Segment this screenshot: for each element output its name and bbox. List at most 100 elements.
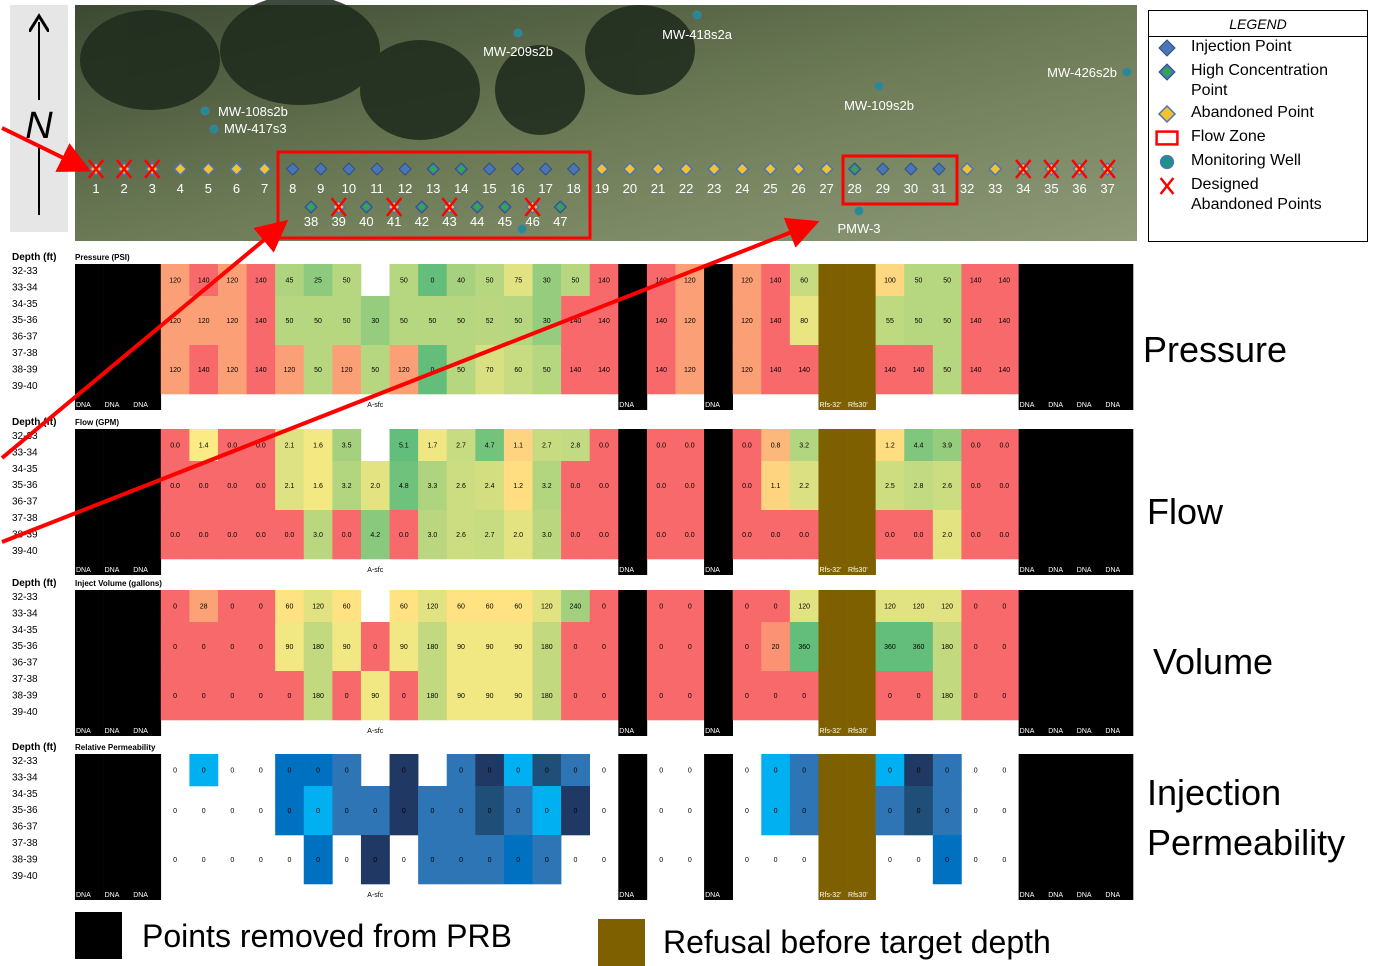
cell-value: 60 (400, 604, 408, 611)
cell-value: 120 (169, 278, 181, 285)
cell-value: 0 (974, 768, 978, 775)
depth-label: 34-35 (12, 464, 38, 475)
column-fill (704, 429, 733, 575)
point-label: 26 (791, 181, 805, 196)
depth-label: 38-39 (12, 690, 38, 701)
cell-value: 25 (314, 278, 322, 285)
cell-value: 2.0 (370, 483, 380, 490)
cell-value: 0 (430, 808, 434, 815)
well-label: PMW-3 (837, 221, 880, 236)
point-label: 40 (359, 214, 373, 229)
cell-value: 0 (316, 857, 320, 864)
point-label: 17 (538, 181, 552, 196)
cell-value: 0 (173, 857, 177, 864)
legend-label: Monitoring Well (1191, 151, 1341, 171)
column-note: Rfs-32' (819, 728, 841, 735)
cell-value: 75 (514, 278, 522, 285)
legend-item: Monitoring Well (1149, 151, 1367, 175)
monitoring-well (1123, 68, 1131, 76)
cell-value: 0.0 (656, 532, 666, 539)
point-label: 37 (1100, 181, 1114, 196)
cell-value: 90 (457, 644, 465, 651)
column-note: DNA (1020, 892, 1035, 899)
cell-value: 90 (514, 644, 522, 651)
cell-value: 60 (514, 367, 522, 374)
depth-label: 38-39 (12, 854, 38, 865)
column-note: Rfs30' (848, 728, 868, 735)
well-label: MW-426s2b (1047, 65, 1117, 80)
cell-value: 0 (345, 857, 349, 864)
cell-value: 50 (457, 318, 465, 325)
panel-side-label: Flow (1147, 487, 1377, 537)
well-marker (1161, 156, 1174, 169)
column-note: DNA (619, 728, 634, 735)
cell-value: 1.2 (885, 443, 895, 450)
cell-value: 0 (602, 768, 606, 775)
cell-value: 0 (259, 768, 263, 775)
cell-value: 140 (970, 318, 982, 325)
depth-label: 39-40 (12, 707, 38, 718)
legend-symbol (1155, 37, 1179, 59)
cell-value: 120 (798, 604, 810, 611)
cell-value: 0 (659, 604, 663, 611)
column-fill (1047, 590, 1076, 736)
cell-value: 20 (772, 644, 780, 651)
cell-value: 0 (173, 808, 177, 815)
cell-value: 120 (684, 367, 696, 374)
cell-value: 80 (800, 318, 808, 325)
cell-value: 140 (655, 318, 667, 325)
cell-value: 3.9 (942, 443, 952, 450)
column-note: Rfs-32' (819, 402, 841, 409)
cell-value: 0.0 (571, 532, 581, 539)
cell-value: 4.4 (914, 443, 924, 450)
depth-label: 32-33 (12, 756, 38, 767)
cell-value: 140 (198, 367, 210, 374)
monitoring-well (210, 125, 218, 133)
cell-value: 60 (286, 604, 294, 611)
cell-value: 0.0 (656, 443, 666, 450)
point-label: 35 (1044, 181, 1058, 196)
cell-value: 90 (400, 644, 408, 651)
column-note: DNA (76, 402, 91, 409)
key-label: Refusal before target depth (663, 924, 1051, 961)
legend-label: High Concentration Point (1191, 61, 1341, 101)
cell-value: 0 (974, 693, 978, 700)
column-fill (704, 754, 733, 900)
column-note: DNA (133, 402, 148, 409)
point-label: 29 (876, 181, 890, 196)
cell-value: 60 (800, 278, 808, 285)
cell-value: 0.0 (571, 483, 581, 490)
cell-value: 0.0 (285, 532, 295, 539)
column-fill (618, 754, 647, 900)
cell-value: 90 (286, 644, 294, 651)
column-fill (818, 264, 847, 410)
cell-value: 140 (570, 367, 582, 374)
cell-value: 0 (974, 604, 978, 611)
cell-value: 0 (259, 693, 263, 700)
cell-value: 120 (741, 278, 753, 285)
cell-value: 0 (774, 693, 778, 700)
cell-value: 0.0 (742, 532, 752, 539)
depth-label: 33-34 (12, 282, 38, 293)
cell-value: 0 (659, 857, 663, 864)
column-note: DNA (705, 402, 720, 409)
point-label: 16 (510, 181, 524, 196)
cell-value: 140 (255, 367, 267, 374)
cell-value: 0 (430, 278, 434, 285)
point-label: 30 (904, 181, 918, 196)
cell-value: 0 (345, 808, 349, 815)
cell-value: 140 (255, 278, 267, 285)
column-fill (132, 590, 161, 736)
point-label: 8 (289, 181, 296, 196)
cell-value: 0 (745, 693, 749, 700)
cell-value: 140 (998, 318, 1010, 325)
cell-value: 0.0 (199, 483, 209, 490)
panel-side-label: Injection Permeability (1147, 768, 1377, 868)
column-note: DNA (1077, 567, 1092, 574)
column-fill (75, 754, 104, 900)
cell-value: 3.5 (342, 443, 352, 450)
point-label: 15 (482, 181, 496, 196)
depth-label: 38-39 (12, 364, 38, 375)
cell-value: 0.0 (971, 532, 981, 539)
cell-value: 0 (802, 693, 806, 700)
